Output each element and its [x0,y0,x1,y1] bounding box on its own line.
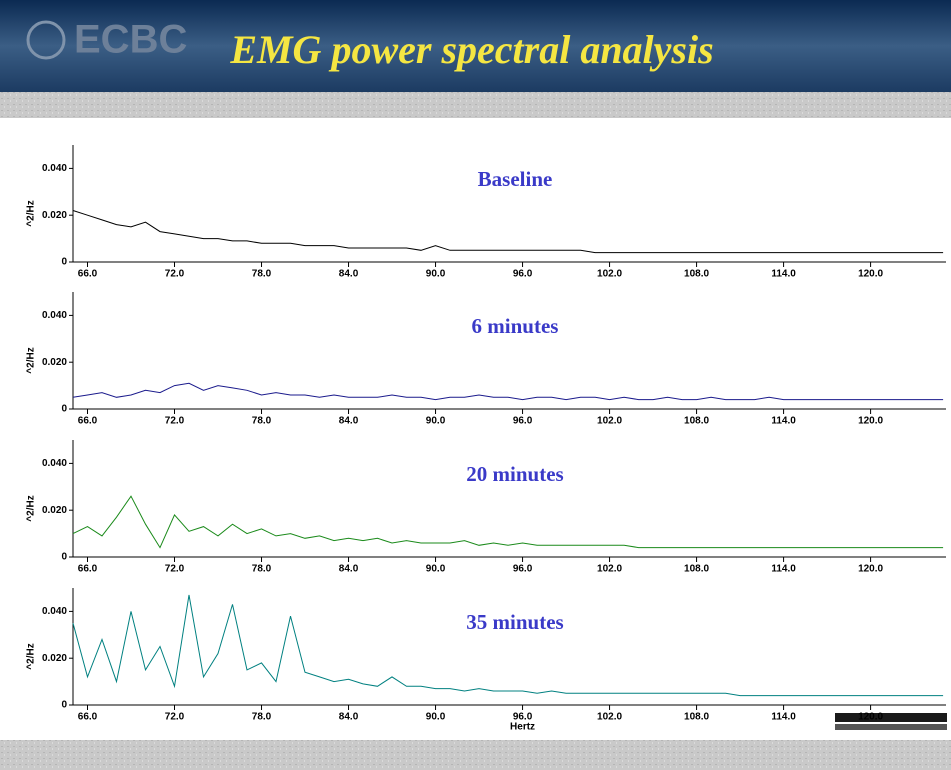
y-tick-label: 0.040 [42,458,67,469]
x-tick-label: 72.0 [165,564,185,575]
spectrum-line [72,594,944,697]
x-tick-label: 84.0 [339,416,359,427]
x-tick-label: 78.0 [252,564,272,575]
footer-logo [835,713,947,730]
annotation: 35 minutes [466,610,563,634]
x-tick-label: 78.0 [252,712,272,723]
x-tick-label: 102.0 [597,269,622,280]
x-tick-label: 96.0 [513,416,533,427]
x-tick-label: 114.0 [771,269,796,280]
x-tick-label: 96.0 [513,269,533,280]
x-tick-label: 120.0 [858,564,883,575]
spectrum-line [72,210,944,254]
x-tick-label: 66.0 [78,269,98,280]
title: EMG power spectral analysis [229,27,713,72]
x-tick-label: 114.0 [771,564,796,575]
x-tick-label: 114.0 [771,416,796,427]
y-axis-label: ^2/Hz [26,200,37,226]
y-tick-label: 0 [61,404,67,415]
x-tick-label: 66.0 [78,416,98,427]
y-tick-label: 0 [61,552,67,563]
content-panel [0,118,951,740]
x-tick-label: 90.0 [426,712,446,723]
x-tick-label: 120.0 [858,416,883,427]
y-tick-label: 0.040 [42,606,67,617]
y-tick-label: 0.020 [42,210,67,221]
x-tick-label: 78.0 [252,269,272,280]
x-tick-label: 114.0 [771,712,796,723]
annotation: 6 minutes [472,314,559,338]
annotation: Baseline [478,167,553,191]
x-tick-label: 78.0 [252,416,272,427]
logo-mark [26,20,66,60]
x-tick-label: 90.0 [426,564,446,575]
x-axis-label: Hertz [510,722,535,733]
spectrum-line [72,382,944,401]
y-axis-label: ^2/Hz [26,495,37,521]
x-tick-label: 120.0 [858,712,883,723]
y-tick-label: 0 [61,700,67,711]
y-tick-label: 0.020 [42,653,67,664]
x-tick-label: 108.0 [684,416,709,427]
x-tick-label: 108.0 [684,712,709,723]
x-tick-label: 120.0 [858,269,883,280]
y-axis-label: ^2/Hz [26,347,37,373]
x-tick-label: 72.0 [165,712,185,723]
x-tick-label: 66.0 [78,564,98,575]
x-tick-label: 96.0 [513,712,533,723]
y-tick-label: 0.020 [42,357,67,368]
annotation: 20 minutes [466,462,563,486]
x-tick-label: 84.0 [339,269,359,280]
x-tick-label: 72.0 [165,269,185,280]
x-tick-label: 84.0 [339,564,359,575]
y-tick-label: 0 [61,257,67,268]
y-axis-label: ^2/Hz [26,643,37,669]
x-tick-label: 102.0 [597,564,622,575]
x-tick-label: 72.0 [165,416,185,427]
x-tick-label: 102.0 [597,416,622,427]
banner [0,0,951,92]
x-tick-label: 90.0 [426,269,446,280]
spectrum-line [72,495,944,549]
y-tick-label: 0.040 [42,310,67,321]
x-tick-label: 66.0 [78,712,98,723]
x-tick-label: 90.0 [426,416,446,427]
x-tick-label: 84.0 [339,712,359,723]
y-tick-label: 0.020 [42,505,67,516]
x-tick-label: 108.0 [684,564,709,575]
logo: ECBC [74,18,187,62]
x-tick-label: 96.0 [513,564,533,575]
x-tick-label: 108.0 [684,269,709,280]
y-tick-label: 0.040 [42,163,67,174]
x-tick-label: 102.0 [597,712,622,723]
